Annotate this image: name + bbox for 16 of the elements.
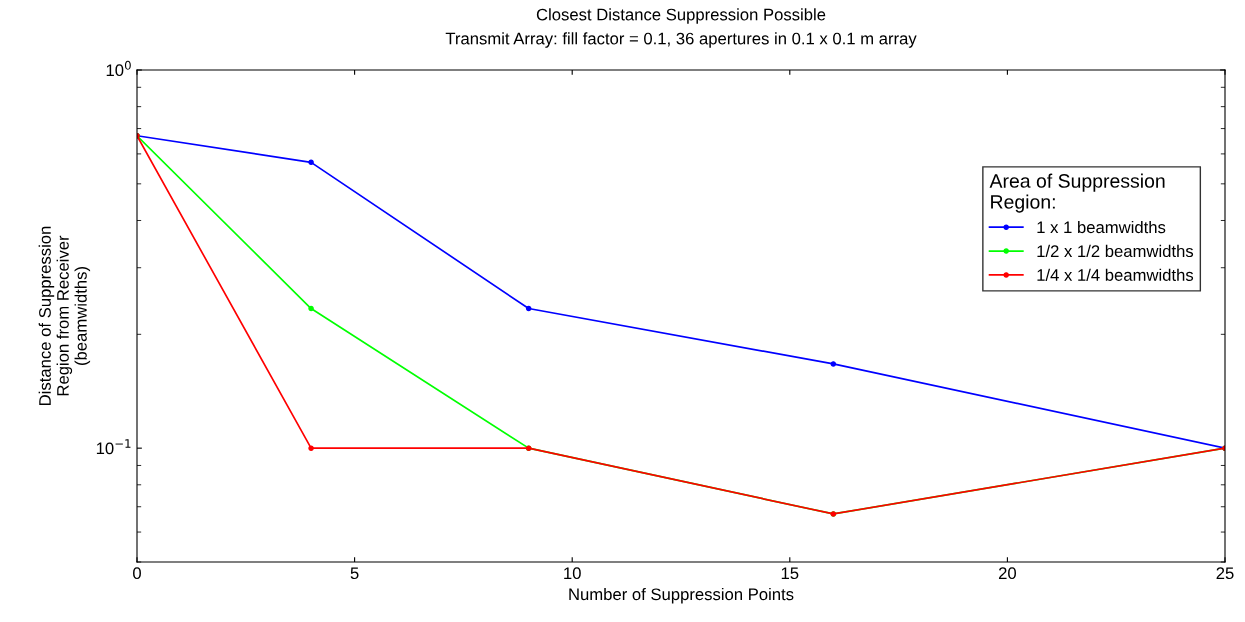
- x-tick-label: 5: [350, 567, 359, 580]
- x-tick-label: 25: [1216, 567, 1234, 580]
- y-axis-title: Distance of Suppression Region from Receiver (beamwidths): [38, 226, 91, 405]
- x-tick-label: 15: [781, 567, 799, 580]
- x-axis-title: Number of Suppression Points: [569, 587, 794, 604]
- legend-label: 1/2 x 1/2 beamwidths: [1037, 244, 1194, 258]
- x-tick-label: 10: [564, 567, 581, 580]
- legend-title: Area of Suppression Region:: [989, 173, 1165, 213]
- legend-label: 1 x 1 beamwidths: [1037, 220, 1166, 234]
- x-tick-label: 20: [998, 567, 1017, 580]
- legend-label: 1/4 x 1/4 beamwidths: [1037, 268, 1194, 281]
- x-tick-label: 0: [133, 567, 141, 580]
- chart-subtitle: Transmit Array: fill factor = 0.1, 36 apertures in 0.1 x 0.1 m array: [445, 32, 917, 48]
- y-tick-label: 10$^{−1}$: [96, 439, 131, 455]
- y-tick-label: 10$^{0}$: [106, 60, 131, 77]
- chart-title: Closest Distance Suppression Possible: [536, 8, 826, 24]
